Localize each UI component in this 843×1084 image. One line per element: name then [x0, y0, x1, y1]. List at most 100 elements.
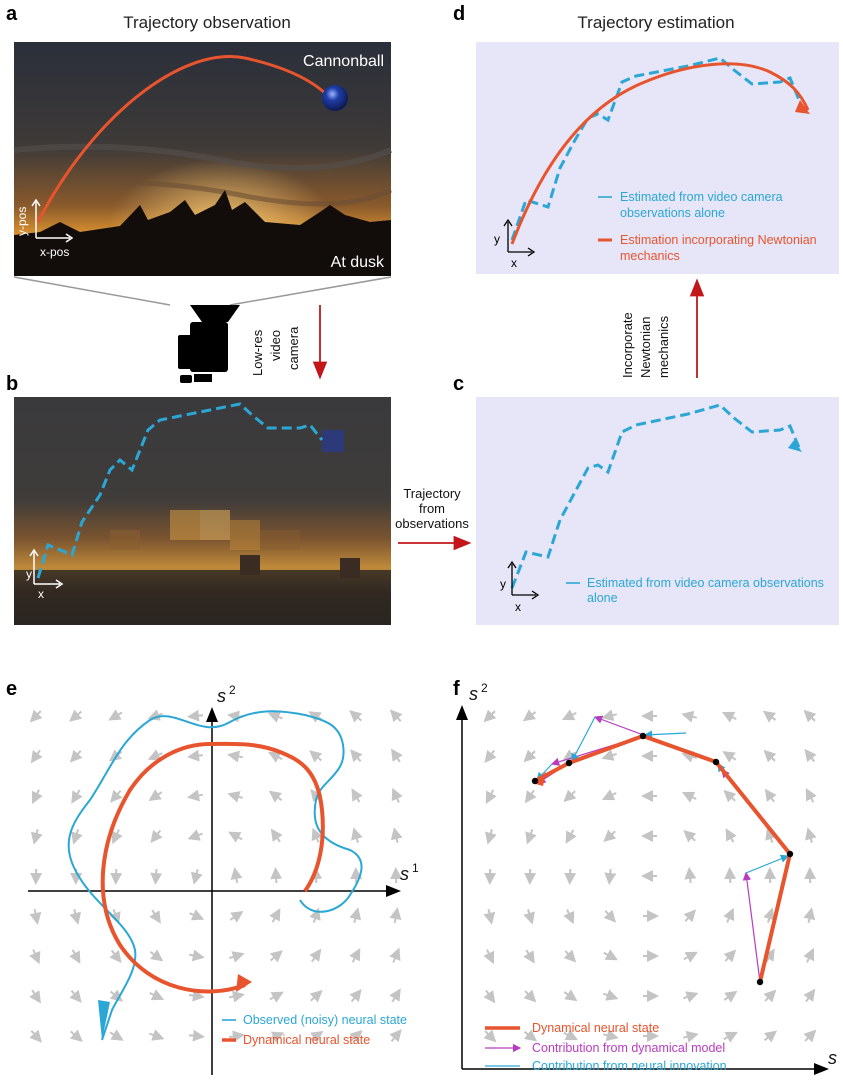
svg-text:observations: observations [395, 516, 469, 531]
field-arrow [487, 790, 494, 802]
field-arrow [683, 994, 696, 999]
e-x-axis-label: s [400, 864, 409, 884]
panel-c-y-label: y [500, 577, 506, 591]
camera-text: Low-res video camera [250, 326, 301, 376]
field-arrow [72, 991, 81, 1002]
f-legend3: Contribution from neural innovation [532, 1059, 727, 1073]
field-arrow [152, 910, 160, 922]
f-y-axis-sup: 2 [481, 681, 488, 695]
svg-text:camera: camera [286, 326, 301, 370]
field-arrow [354, 909, 357, 923]
arrow-bc-text: Trajectory from observations [395, 486, 469, 531]
panel-d-legend2-line1: Estimation incorporating Newtonian [620, 233, 817, 247]
field-arrow [487, 950, 493, 963]
field-arrow [764, 712, 775, 720]
field-arrow [525, 751, 535, 761]
field-arrow [110, 713, 122, 720]
field-arrow [273, 910, 280, 922]
projection-line-left [14, 277, 170, 305]
pixelated-photo [14, 397, 391, 625]
svg-text:mechanics: mechanics [656, 315, 671, 378]
y-pos-label: y-pos [15, 207, 29, 236]
field-arrow [352, 991, 361, 1002]
field-arrow [230, 833, 242, 840]
panel-c-legend-line2: alone [587, 591, 618, 605]
field-arrow [684, 793, 697, 799]
field-arrow [116, 869, 117, 883]
field-arrow [32, 750, 40, 761]
svg-text:Incorporate: Incorporate [620, 312, 635, 378]
field-arrow [229, 794, 242, 798]
panel-c-background [476, 397, 839, 625]
field-arrow [189, 955, 203, 958]
panel-d-y-label: y [494, 232, 500, 246]
field-arrow [526, 790, 534, 801]
panel-c-label: c [453, 373, 464, 395]
field-arrow [32, 990, 40, 1002]
field-arrow [395, 909, 398, 923]
field-arrow [312, 950, 320, 961]
field-arrow [353, 950, 360, 962]
field-arrow [113, 830, 119, 843]
field-arrow [485, 711, 495, 721]
field-arrow [488, 829, 492, 842]
field-arrow [525, 991, 535, 1001]
field-arrow [765, 991, 775, 1001]
field-arrow [683, 1034, 697, 1037]
field-arrow [685, 911, 694, 921]
field-arrow [150, 993, 163, 999]
field-arrow [765, 1032, 776, 1041]
field-arrow [149, 1034, 162, 1039]
field-arrow [392, 990, 399, 1002]
field-arrow [609, 869, 610, 883]
field-arrow [524, 712, 535, 720]
field-arrow [31, 1031, 40, 1041]
field-arrow [354, 829, 358, 842]
f-legend1: Dynamical neural state [532, 1021, 659, 1035]
field-arrow [393, 790, 399, 803]
field-arrow [72, 790, 79, 802]
field-arrow [71, 1031, 82, 1040]
field-arrow [391, 711, 400, 721]
svg-text:from: from [419, 501, 445, 516]
at-dusk-label: At dusk [331, 254, 385, 271]
field-arrow [313, 830, 318, 843]
field-arrow [805, 1031, 815, 1041]
field-arrow [486, 751, 495, 762]
field-arrow [110, 1032, 122, 1039]
field-arrow [235, 869, 237, 883]
panel-d-legend1-line1: Estimated from video camera [620, 190, 783, 204]
field-arrow [565, 791, 575, 801]
field-arrow [730, 869, 731, 883]
field-arrow [684, 953, 696, 960]
field-arrow [34, 829, 37, 843]
field-arrow [727, 910, 733, 923]
e-legend2: Dynamical neural state [243, 1033, 370, 1047]
arrow-cd-text: Incorporate Newtonian mechanics [620, 312, 671, 378]
field-arrow [156, 869, 157, 883]
field-arrow [73, 950, 80, 962]
field-arrow [683, 714, 697, 717]
field-arrow [351, 711, 362, 720]
field-arrow [564, 992, 576, 1000]
field-arrow [567, 910, 573, 923]
field-arrow [229, 1035, 243, 1037]
field-arrow [393, 950, 398, 963]
field-arrow [189, 834, 202, 839]
panel-d-title: Trajectory estimation [577, 13, 734, 32]
field-arrow [189, 715, 203, 716]
neural-innovation-contributions [537, 717, 788, 873]
panel-d-label: d [453, 3, 465, 25]
video-camera-icon [178, 305, 240, 383]
vector-field-f [485, 711, 815, 1041]
field-arrow [111, 791, 120, 802]
panel-c-legend-line1: Estimated from video camera observations [587, 576, 824, 590]
field-arrow [71, 751, 80, 761]
field-arrow [603, 754, 616, 758]
e-y-axis-label: s [217, 686, 226, 706]
e-legend1: Observed (noisy) neural state [243, 1013, 407, 1027]
field-arrow [727, 830, 734, 842]
field-arrow [189, 995, 203, 997]
field-arrow [189, 795, 203, 798]
